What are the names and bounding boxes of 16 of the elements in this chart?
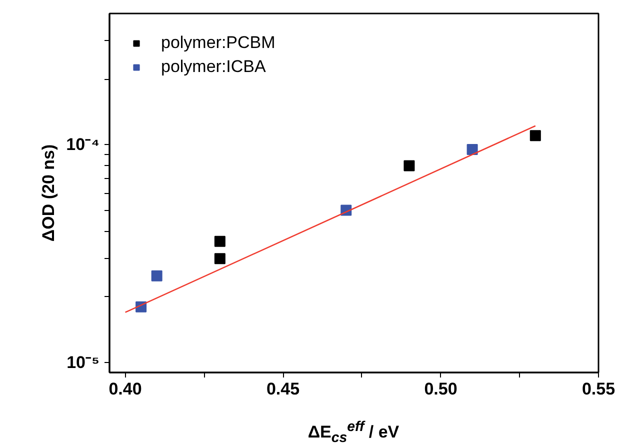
point [214, 253, 226, 264]
legend-label: polymer:PCBM [161, 33, 276, 53]
x-tick-label: 0.40 [108, 380, 142, 398]
point [214, 236, 226, 247]
point [151, 270, 162, 282]
y-axis-title: ΔOD (20 ns) [39, 144, 58, 242]
x-tick-label: 0.50 [424, 380, 458, 398]
legend-label: polymer:ICBA [161, 57, 266, 77]
point [466, 144, 478, 156]
point [404, 160, 415, 172]
x-tick-label: 0.45 [266, 380, 300, 398]
y-tick-label: 10⁻⁴ [66, 135, 100, 154]
y-tick-label: 10⁻⁵ [66, 353, 100, 372]
x-tick-label: 0.55 [582, 380, 616, 398]
x-axis-title: ΔE$_{cs}$$^{eff}$ / eV [306, 418, 400, 448]
point [530, 130, 541, 142]
